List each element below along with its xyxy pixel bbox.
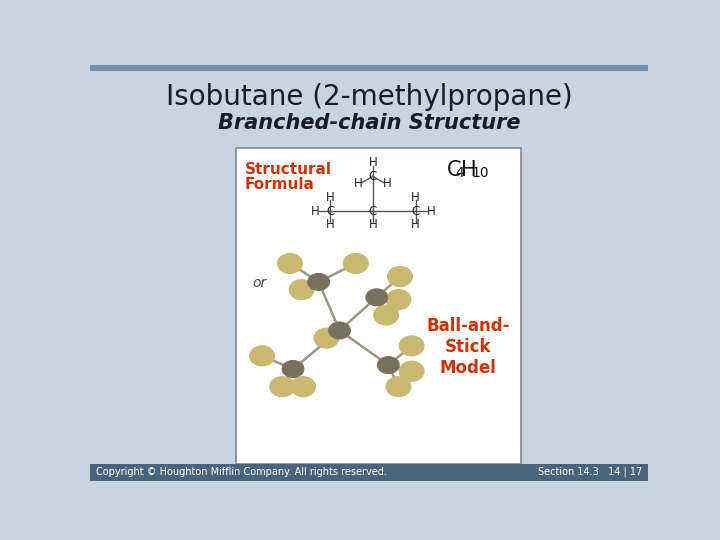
Ellipse shape xyxy=(250,346,274,366)
Text: H: H xyxy=(427,205,436,218)
Ellipse shape xyxy=(329,322,351,339)
Ellipse shape xyxy=(314,328,339,348)
Text: H: H xyxy=(369,156,377,169)
Text: H: H xyxy=(326,219,335,232)
Text: H: H xyxy=(326,191,335,204)
Ellipse shape xyxy=(386,289,411,309)
Ellipse shape xyxy=(387,267,413,287)
Text: H: H xyxy=(411,219,420,232)
Ellipse shape xyxy=(366,289,387,306)
Text: Ball-and-
Stick
Model: Ball-and- Stick Model xyxy=(426,318,510,377)
Text: Formula: Formula xyxy=(245,178,315,192)
Text: 4: 4 xyxy=(455,166,464,180)
Ellipse shape xyxy=(399,336,424,356)
FancyBboxPatch shape xyxy=(235,148,521,464)
Text: C: C xyxy=(411,205,420,218)
Ellipse shape xyxy=(289,280,314,300)
Text: 10: 10 xyxy=(472,166,489,180)
Ellipse shape xyxy=(270,377,294,397)
Text: H: H xyxy=(310,205,319,218)
Text: C: C xyxy=(369,205,377,218)
Ellipse shape xyxy=(386,377,411,397)
Ellipse shape xyxy=(282,361,304,377)
Ellipse shape xyxy=(307,273,330,291)
Text: C: C xyxy=(369,170,377,183)
Ellipse shape xyxy=(343,253,368,273)
Text: H: H xyxy=(383,177,392,190)
Text: Isobutane (2-methylpropane): Isobutane (2-methylpropane) xyxy=(166,83,572,111)
FancyBboxPatch shape xyxy=(90,65,648,71)
Text: Copyright © Houghton Mifflin Company. All rights reserved.: Copyright © Houghton Mifflin Company. Al… xyxy=(96,467,387,477)
Ellipse shape xyxy=(374,305,398,325)
Text: or: or xyxy=(253,276,267,289)
Text: H: H xyxy=(462,159,477,179)
FancyBboxPatch shape xyxy=(90,464,648,481)
Text: Section 14.3   14 | 17: Section 14.3 14 | 17 xyxy=(538,467,642,477)
Text: H: H xyxy=(369,219,377,232)
Text: Branched-chain Structure: Branched-chain Structure xyxy=(217,112,521,132)
Ellipse shape xyxy=(291,377,315,397)
Ellipse shape xyxy=(377,356,399,374)
Text: H: H xyxy=(411,191,420,204)
Text: C: C xyxy=(326,205,334,218)
Text: C: C xyxy=(446,159,461,179)
Ellipse shape xyxy=(399,361,424,381)
Text: Structural: Structural xyxy=(245,162,332,177)
Ellipse shape xyxy=(277,253,302,273)
Text: H: H xyxy=(354,177,363,190)
